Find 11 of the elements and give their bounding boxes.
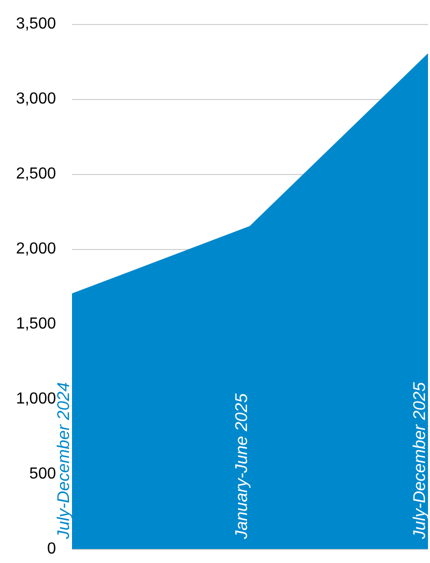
y-tick-label: 500 — [29, 466, 56, 482]
y-tick-label: 3,500 — [16, 16, 56, 32]
x-tick-label: July-December 2025 — [410, 382, 429, 540]
y-tick-label: 1,500 — [16, 316, 56, 332]
x-tick-label: January-June 2025 — [232, 392, 251, 540]
x-tick-label: July-December 2024 — [54, 382, 73, 540]
y-tick-label: 3,000 — [16, 90, 56, 108]
y-tick-label: 2,500 — [16, 166, 56, 182]
y-tick-label: 1,000 — [16, 390, 56, 408]
y-tick-label: 2,000 — [16, 240, 56, 258]
y-tick-label: 0 — [47, 540, 56, 558]
